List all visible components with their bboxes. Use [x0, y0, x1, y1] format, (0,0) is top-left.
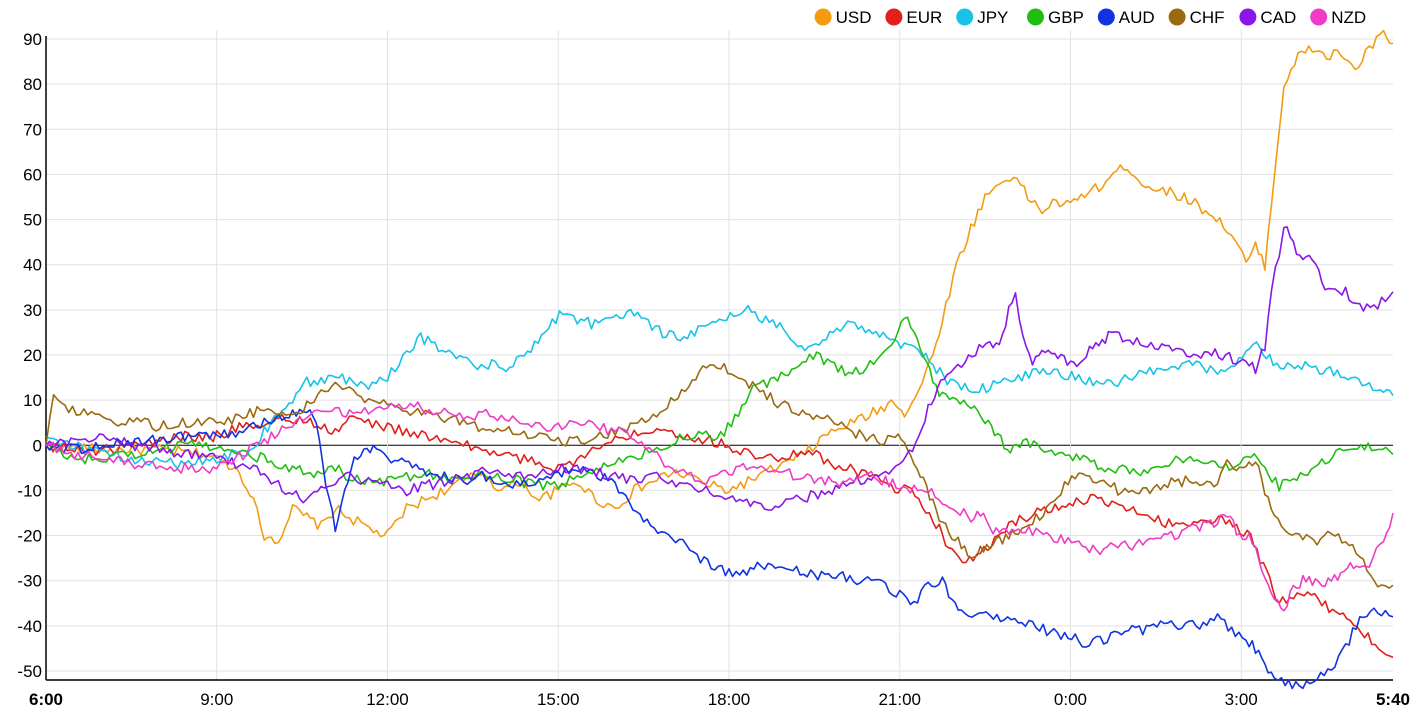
y-tick-label: 70 [23, 120, 42, 139]
y-tick-label: 20 [23, 346, 42, 365]
series-line-eur [45, 413, 1394, 659]
y-tick-label: 50 [23, 211, 42, 230]
y-tick-label: 80 [23, 75, 42, 94]
series-layer [45, 29, 1394, 690]
y-tick-label: -20 [17, 527, 42, 546]
legend-label: JPY [977, 8, 1008, 27]
x-tick-label: 5:40 [1376, 690, 1410, 709]
series-line-gbp [45, 316, 1394, 492]
y-tick-label: -40 [17, 617, 42, 636]
legend-swatch [1310, 8, 1328, 26]
series-line-chf [45, 362, 1394, 589]
legend-swatch [1027, 8, 1044, 26]
x-tick-label: 9:00 [200, 690, 233, 709]
y-tick-label: 90 [23, 30, 42, 49]
y-tick-label: 40 [23, 256, 42, 275]
x-tick-label: 21:00 [878, 690, 921, 709]
legend-label: EUR [906, 8, 942, 27]
legend-swatch [956, 8, 974, 26]
y-tick-label: 0 [33, 436, 42, 455]
legend-item-aud[interactable]: AUD [1097, 8, 1155, 27]
legend-item-cad[interactable]: CAD [1239, 8, 1296, 27]
legend-swatch [1239, 8, 1257, 26]
legend-swatch [1168, 8, 1186, 26]
y-tick-label: 10 [23, 391, 42, 410]
legend-item-eur[interactable]: EUR [885, 8, 942, 27]
legend-label: GBP [1048, 8, 1084, 27]
legend-label: CHF [1190, 8, 1225, 27]
legend-item-chf[interactable]: CHF [1168, 8, 1225, 27]
y-tick-label: -10 [17, 481, 42, 500]
series-line-jpy [45, 304, 1394, 470]
x-tick-label: 18:00 [708, 690, 751, 709]
legend-label: AUD [1119, 8, 1155, 27]
legend-label: NZD [1331, 8, 1366, 27]
y-tick-label: 30 [23, 301, 42, 320]
legend-item-jpy[interactable]: JPY [956, 8, 1008, 27]
legend-swatch [1097, 8, 1115, 26]
chart-legend: USD EUR JPY GBP AUD CHF CAD NZD [814, 8, 1366, 27]
legend-swatch [814, 8, 832, 26]
series-line-usd [45, 29, 1394, 545]
x-tick-label: 6:00 [29, 690, 63, 709]
x-tick-label: 3:00 [1225, 690, 1258, 709]
series-line-aud [45, 408, 1394, 690]
y-tick-label: -50 [17, 662, 42, 681]
x-tick-label: 12:00 [366, 690, 409, 709]
x-tick-label: 0:00 [1054, 690, 1087, 709]
legend-item-usd[interactable]: USD [814, 8, 872, 27]
y-tick-label: -30 [17, 572, 42, 591]
series-line-cad [45, 226, 1394, 511]
y-tick-label: 60 [23, 165, 42, 184]
legend-label: CAD [1260, 8, 1296, 27]
legend-item-gbp[interactable]: GBP [1027, 8, 1084, 27]
grid-layer [46, 30, 1393, 680]
legend-label: USD [836, 8, 872, 27]
axis-layer: 90 80 70 60 50 40 30 20 10 0 -10 -20 -30 -40 -50 6:00 9:… [17, 30, 1410, 709]
series-line-nzd [45, 401, 1394, 612]
legend-swatch [885, 8, 903, 26]
x-tick-label: 15:00 [537, 690, 580, 709]
legend-item-nzd[interactable]: NZD [1310, 8, 1366, 27]
